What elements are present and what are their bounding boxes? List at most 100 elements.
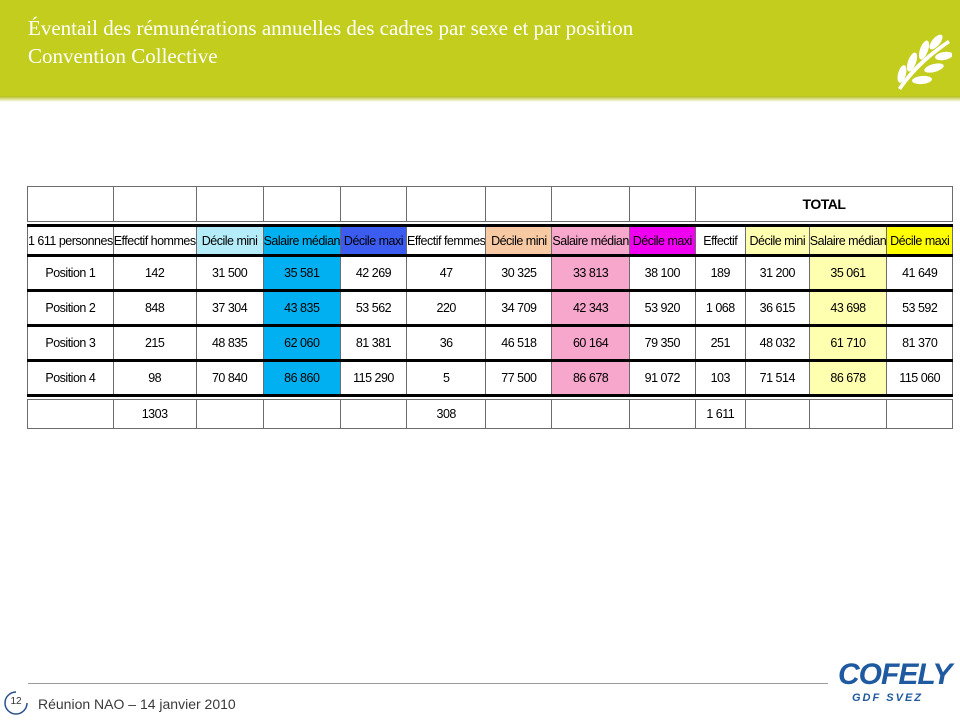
totals-cell — [808, 399, 888, 429]
table-cell: 98 — [112, 360, 197, 397]
table-cell: 42 343 — [551, 290, 630, 327]
header-cell-total-median: Salaire médian — [808, 224, 888, 257]
header-row: 1 611 personnes Effectif hommes Décile m… — [27, 224, 954, 257]
table-cell: 86 678 — [808, 360, 888, 397]
table-cell: 79 350 — [628, 325, 696, 362]
table-cell: 46 518 — [485, 325, 553, 362]
table-row: Position 3 215 48 835 62 060 81 381 36 4… — [27, 325, 954, 362]
header-cell-population: 1 611 personnes — [27, 224, 114, 257]
leaf-branch-icon — [897, 34, 952, 90]
empty-cell — [628, 186, 696, 222]
table-cell: 37 304 — [195, 290, 264, 327]
totals-cell — [551, 399, 630, 429]
company-logo: COFELY GDF SVEZ — [838, 658, 952, 708]
slide-title-line1: Éventail des rémunérations annuelles des… — [28, 16, 634, 40]
table-cell: 220 — [405, 290, 487, 327]
salary-table: TOTAL 1 611 personnes Effectif hommes Dé… — [27, 186, 954, 429]
header-cell-total-decile-max: Décile maxi — [886, 224, 954, 257]
header-cell-men-decile-max: Décile maxi — [339, 224, 407, 257]
table-cell: 38 100 — [628, 255, 696, 292]
table-cell: 36 — [405, 325, 487, 362]
banner-shadow — [0, 96, 960, 102]
header-cell-women-count: Effectif femmes — [405, 224, 487, 257]
table-cell: 71 514 — [744, 360, 810, 397]
table-cell: 48 835 — [195, 325, 264, 362]
table-cell: 61 710 — [808, 325, 888, 362]
totals-cell — [339, 399, 407, 429]
table-cell: 53 562 — [339, 290, 407, 327]
table-cell: 36 615 — [744, 290, 810, 327]
footer-divider — [28, 683, 828, 684]
table-cell: 48 032 — [744, 325, 810, 362]
empty-cell — [551, 186, 630, 222]
title-banner — [0, 0, 960, 96]
table-cell: 35 581 — [262, 255, 341, 292]
empty-cell — [339, 186, 407, 222]
table-cell: 115 060 — [886, 360, 954, 397]
header-cell-men-count: Effectif hommes — [112, 224, 197, 257]
table-cell: 86 678 — [551, 360, 630, 397]
table-cell: 31 500 — [195, 255, 264, 292]
totals-cell — [744, 399, 810, 429]
logo-wordmark: COFELY — [838, 658, 952, 691]
header-cell-women-median: Salaire médian — [551, 224, 630, 257]
header-cell-total-decile-min: Décile mini — [744, 224, 810, 257]
table-row: Position 2 848 37 304 43 835 53 562 220 … — [27, 290, 954, 327]
table-cell: 62 060 — [262, 325, 341, 362]
logo-subtitle: GDF SVEZ — [852, 692, 924, 704]
totals-cell — [27, 399, 114, 429]
table-cell: 142 — [112, 255, 197, 292]
table-cell: 34 709 — [485, 290, 553, 327]
table-cell: 35 061 — [808, 255, 888, 292]
slide-title: Éventail des rémunérations annuelles des… — [28, 14, 888, 70]
table-cell: 53 592 — [886, 290, 954, 327]
page-number: 12 — [10, 696, 22, 707]
table-cell: 848 — [112, 290, 197, 327]
empty-cell — [485, 186, 553, 222]
totals-row: 1303 308 1 611 — [27, 399, 954, 429]
totals-cell — [628, 399, 696, 429]
empty-cell — [27, 186, 114, 222]
table-cell: 41 649 — [886, 255, 954, 292]
header-cell-total-count: Effectif — [694, 224, 746, 257]
header-cell-men-decile-min: Décile mini — [195, 224, 264, 257]
totals-cell — [195, 399, 264, 429]
table-cell: 251 — [694, 325, 746, 362]
table-cell: 70 840 — [195, 360, 264, 397]
table-cell: 189 — [694, 255, 746, 292]
table-cell: 33 813 — [551, 255, 630, 292]
empty-cell — [195, 186, 264, 222]
table-cell: 86 860 — [262, 360, 341, 397]
table-cell: 81 370 — [886, 325, 954, 362]
table-cell: 215 — [112, 325, 197, 362]
empty-cell — [112, 186, 197, 222]
totals-cell — [262, 399, 341, 429]
table-cell: 30 325 — [485, 255, 553, 292]
header-cell-women-decile-min: Décile mini — [485, 224, 553, 257]
totals-cell-men: 1303 — [112, 399, 197, 429]
table-cell: 91 072 — [628, 360, 696, 397]
row-label: Position 3 — [27, 325, 114, 362]
empty-cell — [262, 186, 341, 222]
table-row: Position 4 98 70 840 86 860 115 290 5 77… — [27, 360, 954, 397]
totals-cell — [886, 399, 954, 429]
table-cell: 81 381 — [339, 325, 407, 362]
table-cell: 43 698 — [808, 290, 888, 327]
header-cell-women-decile-max: Décile maxi — [628, 224, 696, 257]
table-cell: 77 500 — [485, 360, 553, 397]
row-label: Position 2 — [27, 290, 114, 327]
row-label: Position 4 — [27, 360, 114, 397]
table-row: Position 1 142 31 500 35 581 42 269 47 3… — [27, 255, 954, 292]
totals-cell-women: 308 — [405, 399, 487, 429]
table-cell: 47 — [405, 255, 487, 292]
table-cell: 53 920 — [628, 290, 696, 327]
totals-cell — [485, 399, 553, 429]
page-number-badge: 12 — [3, 690, 29, 716]
table-cell: 5 — [405, 360, 487, 397]
table-cell: 115 290 — [339, 360, 407, 397]
empty-cell — [405, 186, 487, 222]
table-cell: 1 068 — [694, 290, 746, 327]
table-cell: 42 269 — [339, 255, 407, 292]
header-cell-men-median: Salaire médian — [262, 224, 341, 257]
table-cell: 103 — [694, 360, 746, 397]
